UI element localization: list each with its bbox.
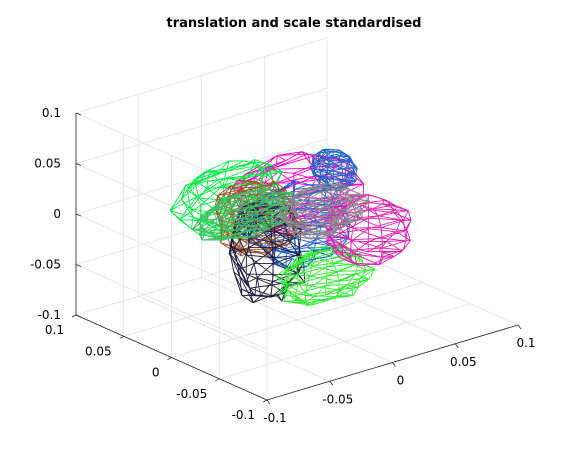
y-tick-label-2: 0 bbox=[152, 366, 160, 380]
mesh-layer bbox=[169, 148, 412, 307]
grid-floor-y-1 bbox=[219, 303, 471, 380]
x-tick-label-2: 0 bbox=[397, 374, 405, 388]
z-tick-mark-2 bbox=[75, 213, 82, 217]
x-tick-mark-1 bbox=[329, 381, 334, 386]
z-tick-mark-3 bbox=[75, 163, 82, 166]
y-tick-mark-3 bbox=[119, 335, 124, 339]
x-tick-mark-2 bbox=[392, 362, 396, 367]
mesh-5 bbox=[275, 244, 376, 307]
x-tick-label-3: 0.05 bbox=[450, 355, 477, 369]
y-tick-mark-1 bbox=[215, 378, 220, 382]
x-tick-mark-0 bbox=[266, 399, 271, 405]
grid-leftwall-z-1 bbox=[75, 264, 268, 350]
x-tick-label-1: -0.05 bbox=[322, 392, 353, 406]
mesh-9 bbox=[279, 183, 371, 240]
x-tick-mark-3 bbox=[454, 343, 459, 349]
z-tick-label-2: 0 bbox=[53, 207, 61, 221]
y-tick-mark-0 bbox=[262, 399, 268, 403]
z-tick-label-4: 0.1 bbox=[42, 106, 61, 120]
tick-layer: -0.1-0.0500.050.1-0.1-0.0500.050.1-0.1-0… bbox=[30, 106, 536, 425]
z-tick-mark-4 bbox=[75, 112, 82, 116]
y-tick-label-0: -0.1 bbox=[232, 408, 255, 422]
y-tick-label-3: 0.05 bbox=[85, 344, 112, 358]
y-tick-mark-4 bbox=[71, 314, 77, 318]
y-tick-label-1: -0.05 bbox=[176, 387, 207, 401]
z-tick-label-3: 0.05 bbox=[34, 157, 61, 171]
z-tick-mark-1 bbox=[75, 264, 82, 267]
z-tick-label-1: -0.05 bbox=[30, 258, 61, 272]
x-tick-label-0: -0.1 bbox=[263, 411, 286, 425]
grid-backwall-z-3 bbox=[75, 88, 328, 164]
grid-floor-y-2 bbox=[171, 282, 423, 358]
grid-leftwall-z-2 bbox=[75, 213, 268, 300]
z-tick-label-0: -0.1 bbox=[38, 308, 61, 322]
y-tick-label-4: 0.1 bbox=[45, 323, 64, 337]
x-tick-label-4: 0.1 bbox=[516, 336, 535, 350]
mesh-7 bbox=[310, 148, 358, 192]
z-tick-mark-0 bbox=[75, 314, 82, 318]
grid-backwall-z-4 bbox=[75, 37, 328, 114]
chart-title: translation and scale standardised bbox=[167, 16, 422, 31]
grid-backwall-z-2 bbox=[75, 138, 328, 215]
y-tick-mark-2 bbox=[167, 357, 172, 360]
x-tick-mark-4 bbox=[517, 324, 522, 330]
